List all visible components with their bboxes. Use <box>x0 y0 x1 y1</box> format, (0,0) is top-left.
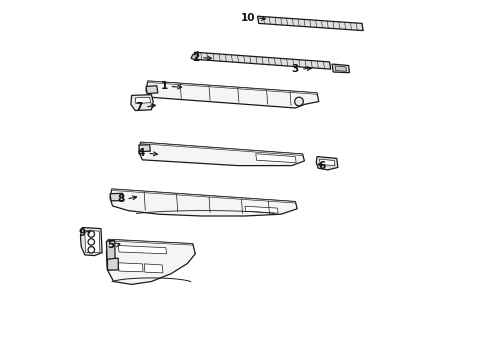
Polygon shape <box>131 95 153 111</box>
Polygon shape <box>191 51 198 60</box>
Polygon shape <box>245 206 278 213</box>
Polygon shape <box>112 189 295 203</box>
Polygon shape <box>107 258 118 270</box>
Polygon shape <box>110 189 297 216</box>
Polygon shape <box>118 263 143 272</box>
Text: 5: 5 <box>107 240 115 250</box>
Polygon shape <box>335 66 346 71</box>
Circle shape <box>88 247 95 253</box>
Polygon shape <box>80 228 102 256</box>
Polygon shape <box>146 86 158 94</box>
Text: 10: 10 <box>241 13 255 23</box>
Polygon shape <box>144 264 163 273</box>
Polygon shape <box>332 64 349 73</box>
Polygon shape <box>108 239 193 245</box>
Polygon shape <box>118 246 167 254</box>
Text: 7: 7 <box>136 102 143 112</box>
Polygon shape <box>139 142 304 166</box>
Text: 9: 9 <box>78 228 86 238</box>
Polygon shape <box>106 239 196 284</box>
Polygon shape <box>141 142 303 156</box>
Polygon shape <box>258 16 363 31</box>
Circle shape <box>294 97 303 106</box>
Polygon shape <box>110 193 123 201</box>
Polygon shape <box>146 81 319 108</box>
Text: 6: 6 <box>319 161 326 171</box>
Text: 4: 4 <box>138 148 145 158</box>
Polygon shape <box>139 145 150 152</box>
Polygon shape <box>85 230 100 253</box>
Polygon shape <box>256 154 296 163</box>
Polygon shape <box>316 157 338 170</box>
Polygon shape <box>319 159 335 166</box>
Polygon shape <box>148 81 317 94</box>
Text: 8: 8 <box>117 194 124 204</box>
Text: 1: 1 <box>160 81 168 91</box>
Text: 2: 2 <box>192 53 199 63</box>
Polygon shape <box>106 240 116 270</box>
Polygon shape <box>135 97 151 104</box>
Circle shape <box>88 231 95 237</box>
Text: 3: 3 <box>292 64 299 74</box>
Polygon shape <box>195 52 331 69</box>
Circle shape <box>88 239 95 245</box>
